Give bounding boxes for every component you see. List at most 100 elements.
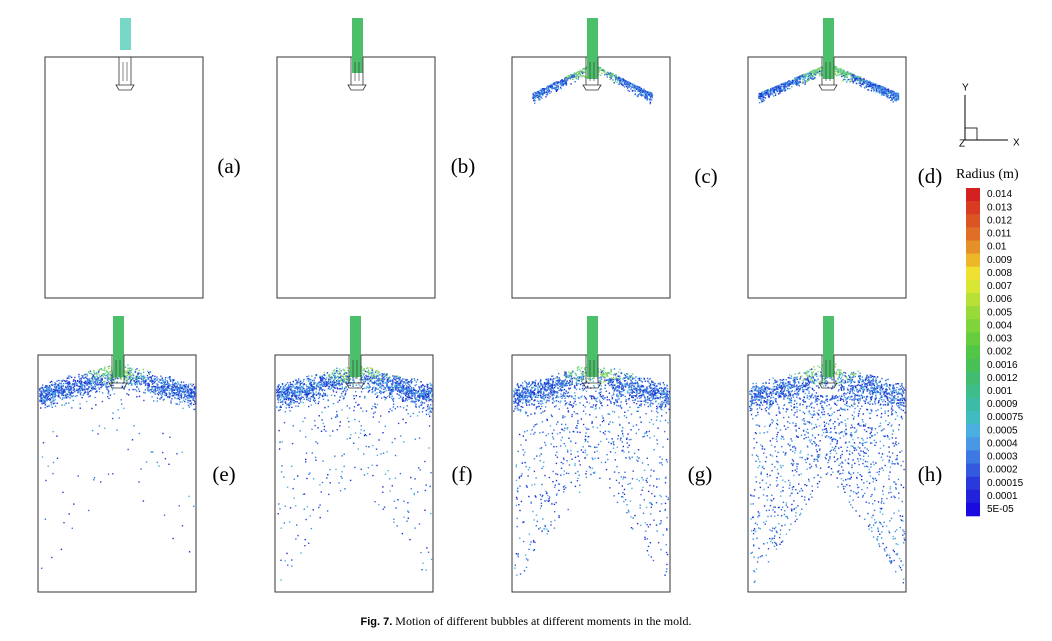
bubble [69, 392, 71, 394]
bubble [364, 377, 366, 379]
panel: (d) [747, 18, 942, 299]
bubble [298, 390, 300, 393]
bubble [341, 392, 343, 395]
bubble [138, 372, 140, 374]
bubble [333, 382, 335, 384]
bubble [345, 378, 347, 381]
bubble [308, 386, 310, 389]
bubble [870, 87, 873, 89]
bubble [796, 82, 798, 84]
bubble [128, 389, 130, 391]
bubble [107, 373, 109, 376]
bubble [186, 389, 189, 391]
bubble [380, 415, 382, 417]
bubble [758, 96, 760, 98]
bubble [89, 384, 91, 386]
bubble [67, 385, 69, 388]
bubble [762, 96, 765, 98]
bubble [891, 94, 893, 96]
bubble [407, 393, 409, 395]
bubble [538, 90, 540, 92]
bubble [812, 78, 814, 80]
bubble [338, 373, 340, 375]
bubble [863, 81, 865, 83]
bubble [392, 390, 394, 392]
bubble [98, 379, 100, 382]
bubble [279, 441, 281, 443]
bubble [418, 467, 420, 469]
bubble [71, 407, 73, 409]
bubble [848, 78, 850, 81]
bubble [329, 482, 331, 484]
bubble [818, 70, 821, 73]
bubble [637, 87, 639, 89]
bubble [89, 395, 91, 397]
bubble [376, 392, 378, 394]
bubble [151, 390, 153, 392]
bubble [426, 396, 429, 398]
bubble [807, 78, 809, 80]
bubble [288, 521, 291, 523]
bubble [173, 386, 175, 389]
bubble [543, 92, 546, 94]
bubble [430, 383, 432, 386]
bubble [782, 83, 784, 85]
bubble [295, 391, 297, 394]
bubble [599, 67, 602, 69]
bubble [869, 81, 871, 83]
bubble [46, 387, 48, 389]
bubble [810, 73, 812, 75]
bubble [333, 381, 335, 383]
bubble [417, 396, 419, 398]
bubble [401, 390, 404, 393]
bubble [57, 392, 59, 394]
bubble [159, 390, 162, 392]
bubble [767, 91, 770, 94]
bubble [307, 397, 310, 399]
bubble [835, 71, 837, 73]
bubble [313, 379, 315, 381]
bubble [418, 394, 420, 396]
bubble [190, 394, 193, 396]
bubble [625, 83, 628, 85]
bubble [651, 95, 653, 97]
bubble [281, 441, 283, 443]
bubble [91, 389, 93, 391]
bubble [108, 385, 110, 388]
bubble [386, 382, 388, 384]
bubble [841, 73, 843, 75]
bubble [648, 93, 651, 96]
bubble [189, 394, 191, 396]
bubble [173, 389, 175, 391]
bubble [408, 390, 411, 392]
bubble [112, 379, 114, 381]
bubble [169, 377, 171, 379]
bubble [163, 398, 165, 400]
bubble [871, 85, 874, 87]
bubble [45, 385, 47, 387]
bubble [562, 81, 565, 83]
bubble [894, 92, 896, 94]
bubble [168, 389, 170, 392]
bubble [169, 436, 171, 438]
bubble [860, 86, 862, 88]
bubble [418, 406, 420, 409]
bubble [288, 384, 290, 386]
bubble [764, 97, 766, 99]
bubble [542, 91, 544, 93]
bubble [305, 452, 308, 454]
bubble [183, 397, 185, 399]
bubble [123, 377, 126, 379]
bubble [541, 93, 543, 96]
bubble [399, 472, 402, 475]
bubble [362, 410, 364, 413]
bubble [382, 374, 384, 376]
bubble [794, 77, 796, 79]
bubble [537, 95, 540, 97]
bubble [131, 368, 133, 370]
bubble [306, 477, 308, 480]
bubble [171, 391, 173, 393]
bubble [52, 461, 55, 464]
bubble [89, 386, 91, 388]
bubble [322, 378, 324, 380]
